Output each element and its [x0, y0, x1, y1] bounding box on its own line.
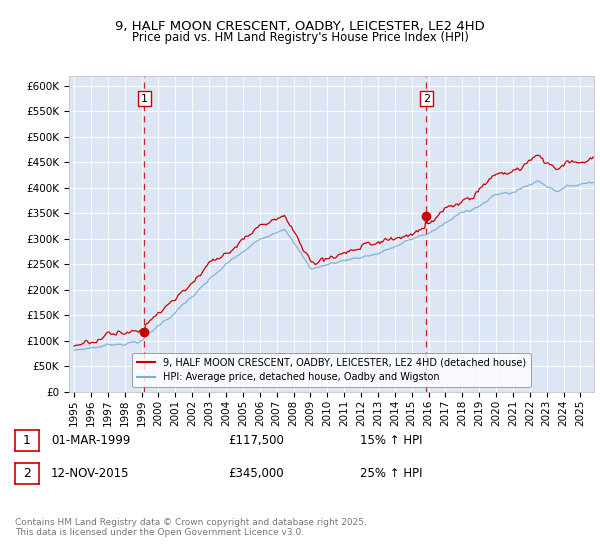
Text: 12-NOV-2015: 12-NOV-2015 — [51, 467, 130, 480]
Text: Contains HM Land Registry data © Crown copyright and database right 2025.
This d: Contains HM Land Registry data © Crown c… — [15, 518, 367, 538]
Text: 25% ↑ HPI: 25% ↑ HPI — [360, 467, 422, 480]
Text: 9, HALF MOON CRESCENT, OADBY, LEICESTER, LE2 4HD: 9, HALF MOON CRESCENT, OADBY, LEICESTER,… — [115, 20, 485, 32]
Text: £345,000: £345,000 — [228, 467, 284, 480]
Text: 1: 1 — [141, 94, 148, 104]
Text: Price paid vs. HM Land Registry's House Price Index (HPI): Price paid vs. HM Land Registry's House … — [131, 31, 469, 44]
Text: 15% ↑ HPI: 15% ↑ HPI — [360, 433, 422, 447]
Text: 1: 1 — [23, 433, 31, 447]
Text: 2: 2 — [23, 467, 31, 480]
Text: £117,500: £117,500 — [228, 433, 284, 447]
Text: 2: 2 — [423, 94, 430, 104]
Legend: 9, HALF MOON CRESCENT, OADBY, LEICESTER, LE2 4HD (detached house), HPI: Average : 9, HALF MOON CRESCENT, OADBY, LEICESTER,… — [133, 353, 530, 387]
Text: 01-MAR-1999: 01-MAR-1999 — [51, 433, 130, 447]
